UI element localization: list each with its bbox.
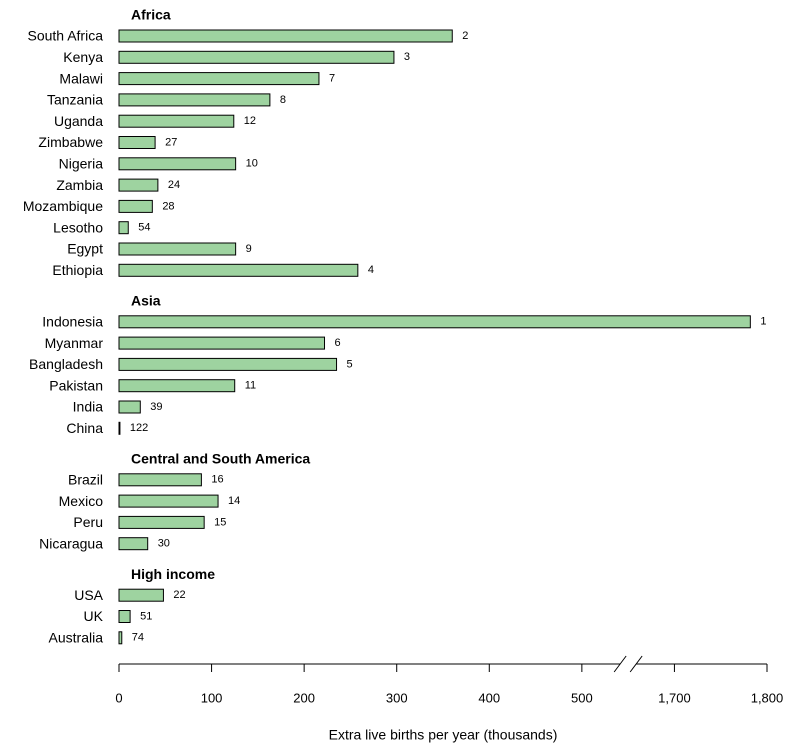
x-tick-label: 0 [115, 690, 122, 705]
category-label: Nigeria [59, 156, 104, 172]
category-label: Tanzania [47, 92, 103, 108]
x-tick-label: 500 [571, 690, 593, 705]
rank-label: 9 [246, 243, 252, 255]
rank-label: 16 [211, 474, 223, 486]
category-label: UK [84, 608, 104, 624]
x-tick-label: 1,700 [658, 690, 691, 705]
group-header: High income [131, 566, 215, 582]
bar [118, 72, 320, 86]
rank-label: 122 [130, 422, 148, 434]
x-tick-label: 100 [201, 690, 223, 705]
bar [118, 315, 751, 329]
bar [118, 400, 141, 414]
category-label: Australia [49, 630, 104, 646]
category-label: Mexico [59, 493, 104, 509]
category-label: Kenya [63, 49, 103, 65]
category-label: Egypt [67, 241, 103, 257]
category-label: Brazil [68, 472, 103, 488]
rank-label: 8 [280, 94, 286, 106]
bar [118, 379, 236, 393]
bar [118, 29, 453, 43]
category-label: Zambia [56, 177, 103, 193]
axis-break [613, 655, 627, 673]
rank-label: 12 [244, 115, 256, 127]
rank-label: 30 [158, 538, 170, 550]
category-label: Zimbabwe [38, 134, 103, 150]
rank-label: 5 [347, 358, 353, 370]
rank-label: 2 [462, 30, 468, 42]
group-header: Asia [131, 293, 161, 309]
bar [118, 136, 156, 149]
category-label: Bangladesh [29, 356, 103, 372]
rank-label: 1 [760, 316, 766, 328]
bar [118, 114, 235, 128]
bar [118, 588, 164, 602]
rank-label: 39 [150, 401, 162, 413]
bar [118, 263, 359, 277]
bar [118, 473, 202, 487]
category-label: USA [74, 587, 103, 603]
bar [118, 494, 219, 508]
category-label: Mozambique [23, 198, 103, 214]
rank-label: 74 [132, 632, 144, 644]
bar [118, 336, 326, 350]
category-label: Pakistan [49, 377, 103, 393]
bar [118, 537, 149, 551]
rank-label: 11 [245, 380, 256, 392]
rank-label: 3 [404, 51, 410, 63]
rank-label: 28 [162, 200, 174, 212]
x-tick-label: 400 [478, 690, 500, 705]
rank-label: 27 [165, 136, 177, 148]
rank-label: 4 [368, 264, 374, 276]
bar [118, 515, 205, 529]
category-label: India [73, 399, 104, 415]
category-label: Malawi [59, 70, 103, 86]
group-header: Africa [131, 7, 171, 23]
category-label: Peru [73, 514, 103, 530]
group-header: Central and South America [131, 451, 310, 467]
bar [118, 93, 271, 107]
bar [118, 178, 159, 192]
category-label: Myanmar [45, 335, 104, 351]
bar [118, 199, 153, 213]
bar [118, 50, 395, 64]
rank-label: 7 [329, 73, 335, 85]
rank-label: 14 [228, 495, 240, 507]
category-label: Uganda [54, 113, 103, 129]
x-tick-label: 200 [293, 690, 315, 705]
x-tick-label: 300 [386, 690, 408, 705]
category-label: Nicaragua [39, 535, 103, 551]
rank-label: 51 [140, 610, 152, 622]
category-label: Indonesia [42, 314, 103, 330]
category-label: Ethiopia [52, 262, 103, 278]
x-axis-label: Extra live births per year (thousands) [329, 727, 558, 743]
rank-label: 6 [335, 337, 341, 349]
bar [118, 421, 121, 435]
bar [118, 242, 237, 256]
rank-label: 10 [246, 158, 258, 170]
bar [118, 221, 129, 235]
category-label: South Africa [28, 28, 104, 44]
rank-label: 24 [168, 179, 180, 191]
category-label: China [66, 420, 103, 436]
bar [118, 157, 237, 171]
bar [118, 610, 131, 623]
x-tick-label: 1,800 [751, 690, 784, 705]
bar [118, 357, 338, 371]
axis-break [629, 655, 643, 673]
rank-label: 22 [173, 589, 185, 601]
bar [118, 631, 123, 645]
rank-label: 54 [138, 222, 150, 234]
category-label: Lesotho [53, 219, 103, 235]
rank-label: 15 [214, 516, 226, 528]
